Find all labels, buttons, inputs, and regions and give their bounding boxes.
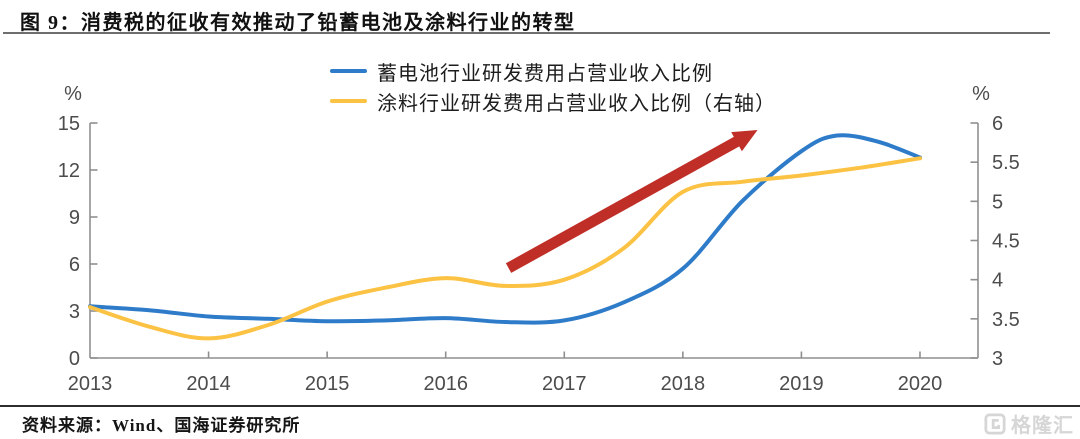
gelonghui-logo-text: 格隆汇 [1011,415,1074,437]
legend-label-battery: 蓄电池行业研发费用占营业收入比例 [377,62,713,85]
x-axis-tick-label: 2020 [898,373,943,395]
right-axis-tick-label: 4 [992,270,1003,292]
x-axis-tick-label: 2018 [661,373,706,395]
x-axis-tick-label: 2015 [305,373,350,395]
right-axis-tick-label: 5.5 [992,152,1020,174]
left-axis-tick-label: 12 [58,160,80,182]
coating-series-line [88,156,922,341]
footer-divider [0,405,1080,407]
source-note: 资料来源：Wind、国海证券研究所 [22,416,301,435]
right-axis-tick-label: 6 [992,113,1003,135]
title-divider [3,32,1050,34]
x-axis-tick-label: 2019 [779,373,824,395]
x-axis-tick-label: 2017 [542,373,587,395]
trend-arrow-head [731,130,758,152]
trend-arrow-shaft [505,134,743,273]
battery-line-swatch [330,69,367,73]
gelonghui-logo-icon [984,412,1006,435]
x-axis-tick-label: 2014 [186,373,231,395]
left-axis-tick-label: 3 [69,301,80,323]
x-axis-tick-label: 2016 [423,373,468,395]
figure-title: 图 9：消费税的征收有效推动了铅蓄电池及涂料行业的转型 [20,12,576,34]
right-axis-tick-label: 5 [992,191,1003,213]
coating-line-swatch [330,99,367,103]
right-axis-tick-label: 4.5 [992,231,1020,253]
legend-label-coating: 涂料行业研发费用占营业收入比例（右轴） [377,92,776,115]
x-axis-tick-label: 2013 [68,373,113,395]
legend-item-coating: 涂料行业研发费用占营业收入比例（右轴） [330,86,776,116]
right-axis-tick-label: 3.5 [992,309,1020,331]
left-axis-tick-label: 9 [69,207,80,229]
left-axis-tick-label: 15 [58,113,80,135]
right-axis-unit-label: % [972,83,990,105]
chart-legend: 蓄电池行业研发费用占营业收入比例 涂料行业研发费用占营业收入比例（右轴） [330,56,776,116]
legend-item-battery: 蓄电池行业研发费用占营业收入比例 [330,56,776,86]
battery-series-line [88,133,922,325]
gelonghui-logo: 格隆汇 [984,409,1074,438]
left-axis-tick-label: 0 [69,348,80,370]
left-axis-tick-label: 6 [69,254,80,276]
right-axis-tick-label: 3 [992,348,1003,370]
left-axis-unit-label: % [64,83,82,105]
